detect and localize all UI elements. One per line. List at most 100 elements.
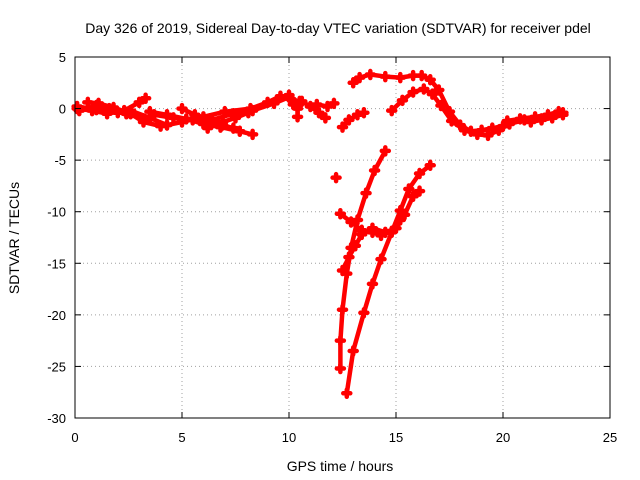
y-tick-label: 5 [59, 50, 66, 65]
x-tick-label: 10 [282, 430, 296, 445]
data-point [330, 171, 342, 184]
data-point [375, 229, 387, 242]
data-point [216, 116, 229, 128]
data-point [424, 159, 436, 172]
data-point [433, 84, 445, 96]
x-axis-label: GPS time / hours [287, 458, 394, 474]
data-series-s4 [82, 96, 167, 132]
x-tick-label: 25 [603, 430, 617, 445]
data-point [398, 209, 411, 221]
y-tick-label: -10 [47, 205, 66, 220]
data-point [364, 68, 377, 81]
data-point [328, 97, 340, 110]
data-point [557, 109, 569, 121]
data-point [334, 208, 347, 220]
data-point [144, 105, 156, 118]
data-point [407, 86, 419, 98]
data-point [334, 362, 347, 375]
data-point [86, 104, 98, 117]
data-point [313, 106, 325, 119]
data-point [268, 97, 280, 110]
data-point [229, 112, 242, 124]
data-point [501, 115, 514, 127]
data-point [336, 303, 349, 316]
data-point [358, 307, 370, 319]
x-tick-label: 5 [178, 430, 185, 445]
y-tick-label: -25 [47, 359, 66, 374]
data-point [246, 128, 259, 141]
y-tick-label: -15 [47, 256, 66, 271]
data-point [366, 278, 379, 290]
data-point [154, 120, 167, 132]
data-point [101, 107, 113, 120]
data-point [283, 89, 295, 101]
data-point [349, 240, 362, 252]
data-point [535, 114, 548, 126]
data-point [407, 190, 419, 202]
y-tick-label: -5 [54, 153, 66, 168]
data-point [176, 102, 188, 115]
plot-frame [74, 56, 611, 419]
data-series-s10 [311, 97, 340, 113]
data-point [514, 113, 526, 125]
data-point [189, 109, 201, 121]
data-series-s20 [330, 171, 342, 184]
data-point [426, 88, 439, 100]
data-point [133, 96, 145, 109]
data-point [201, 122, 214, 134]
data-point [82, 96, 94, 109]
data-point [347, 345, 359, 357]
data-point [424, 73, 436, 86]
data-point [107, 101, 120, 114]
series-trace [340, 188, 422, 273]
data-point [445, 115, 458, 127]
series-trace [299, 99, 328, 121]
data-series-s12 [347, 68, 509, 138]
series-trace [205, 110, 251, 131]
data-point [413, 167, 426, 180]
data-point [139, 92, 152, 105]
data-point [546, 112, 558, 124]
grid [75, 57, 610, 418]
data-point [482, 129, 494, 142]
data-point [345, 216, 357, 228]
data-point [394, 214, 407, 226]
data-point [227, 122, 240, 134]
y-tick-label: -30 [47, 411, 66, 426]
data-point [291, 111, 304, 123]
data-point [403, 183, 415, 195]
y-axis-label: SDTVAR / TECUs [6, 182, 22, 294]
data-point [358, 106, 370, 119]
data-point [161, 109, 173, 121]
data-point [368, 164, 381, 177]
data-point [360, 187, 372, 199]
data-point [291, 102, 304, 115]
data-point [394, 71, 407, 84]
series-layer [71, 68, 569, 399]
y-tick-label: -20 [47, 308, 66, 323]
data-point [471, 128, 484, 141]
data-point [204, 113, 216, 125]
data-point [375, 253, 387, 265]
data-point [321, 100, 334, 113]
data-series-s7 [201, 106, 255, 134]
x-tick-label: 15 [389, 430, 403, 445]
data-point [366, 226, 379, 239]
x-axis: 0 5 10 15 20 25 [71, 57, 617, 445]
data-point [396, 94, 409, 107]
data-point [124, 107, 137, 120]
data-series-s8 [283, 89, 304, 123]
data-point [435, 99, 447, 112]
data-point [137, 116, 150, 128]
data-point [311, 98, 323, 111]
data-point [234, 125, 246, 138]
data-series-s17 [341, 159, 436, 399]
data-point [341, 387, 353, 399]
data-series-s19 [334, 208, 407, 242]
x-tick-label: 0 [71, 430, 78, 445]
data-point [334, 334, 347, 347]
data-point [415, 69, 428, 82]
data-point [347, 77, 359, 89]
data-point [336, 264, 349, 277]
